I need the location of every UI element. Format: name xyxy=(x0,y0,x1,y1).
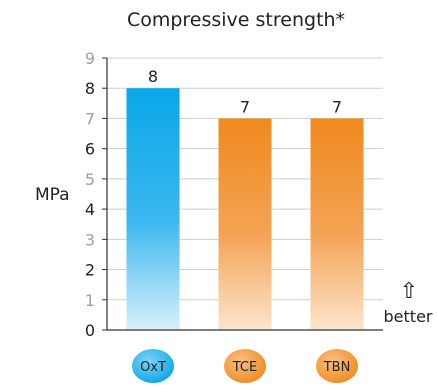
category-label-tbn: TBN xyxy=(323,360,351,375)
y-tick-label-1: 1 xyxy=(85,291,95,310)
bars xyxy=(126,88,364,330)
category-label-oxt: OxT xyxy=(140,360,166,375)
bar-tbn xyxy=(310,118,364,330)
y-tick-label-5: 5 xyxy=(85,170,95,189)
y-tick-label-2: 2 xyxy=(85,261,95,280)
category-badge-circle xyxy=(224,349,266,383)
category-badge-tbn: TBN xyxy=(316,349,358,383)
y-axis-ticks: 0 1 2 3 4 5 6 7 8 9 xyxy=(85,49,107,340)
value-label-oxt: 8 xyxy=(148,67,158,86)
value-label-tce: 7 xyxy=(240,97,250,116)
y-axis-label: MPa xyxy=(35,185,70,205)
category-badges: OxT TCE TBN xyxy=(132,349,358,383)
bar-tce xyxy=(218,118,272,330)
category-badge-tce: TCE xyxy=(224,349,266,383)
y-tick-label-4: 4 xyxy=(85,200,95,219)
value-label-tbn: 7 xyxy=(332,97,342,116)
y-tick-label-6: 6 xyxy=(85,140,95,159)
category-badge-circle xyxy=(316,349,358,383)
y-tick-label-9: 9 xyxy=(85,49,95,68)
category-badge-oxt: OxT xyxy=(132,349,174,383)
category-badge-circle xyxy=(132,349,174,383)
chart-title: Compressive strength* xyxy=(127,9,345,31)
y-tick-label-0: 0 xyxy=(85,321,95,340)
bar-oxt xyxy=(126,88,180,330)
y-tick-label-7: 7 xyxy=(85,109,95,128)
value-labels: 8 7 7 xyxy=(148,67,342,116)
y-tick-label-8: 8 xyxy=(85,79,95,98)
y-tick-label-3: 3 xyxy=(85,230,95,249)
category-label-tce: TCE xyxy=(232,360,257,375)
up-arrow-icon: ⇧ xyxy=(400,279,418,304)
better-annotation: better xyxy=(384,307,433,326)
